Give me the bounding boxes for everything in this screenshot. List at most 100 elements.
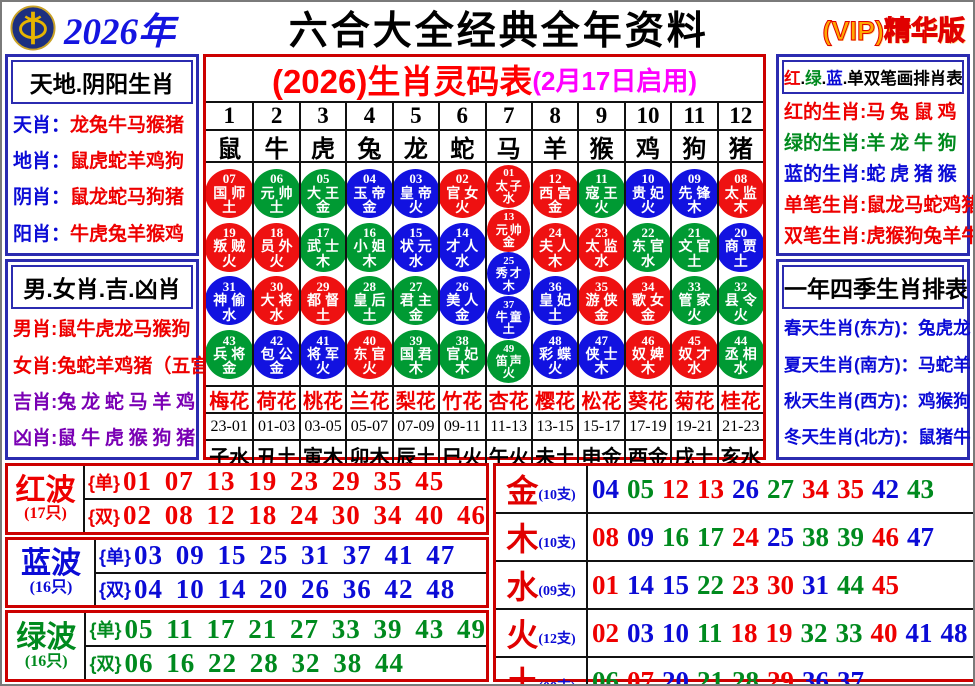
element-number: 18 [730,617,758,648]
element-number: 38 [802,521,829,552]
vip-badge: (VIP)精华版 [822,15,966,46]
number-ball: 20 商贾土 [718,222,763,272]
element-number: 16 [662,521,689,552]
element-number: 44 [837,569,864,600]
element-number: 40 [870,617,898,648]
element-numbers: 08 09 16 17 24 25 38 39 46 47 [588,514,973,560]
category-label: 地肖： [13,151,71,173]
title-part: . [800,70,806,88]
element-number: 25 [767,521,794,552]
parity-label: {双} [89,654,122,675]
number-ball: 29 都督土 [300,276,346,326]
ball-number: 14 [455,225,469,241]
category-row: 女肖:兔蛇羊鸡猪（五宫） [13,351,228,378]
number-ball: 06 元帅土 [254,168,299,218]
number-ball: 38 官妃木 [440,330,485,380]
flower-name: 兰花 [345,387,391,412]
right-panel: 红.绿.蓝.单双笔画排肖表 红的生肖:马 兔 鼠 鸡绿的生肖:羊 龙 牛 狗蓝的… [776,54,973,460]
hour-range: 21-23 [716,414,763,439]
zodiac-animal: 兔 [345,131,391,161]
season-row: 春天生肖(东方)：兔虎龙 [784,315,971,340]
left-panel: 天地.阴阳生肖 天肖：龙兔牛马猴猪 地肖：鼠虎蛇羊鸡狗 阴肖：鼠龙蛇马狗猪 阳肖：牛虎… [5,54,228,460]
ball-column: 12 西宫金 24 夫人木 36 皇妃土 48 彩蝶火 [530,163,578,385]
season-value: 鸡猴狗 [918,390,971,411]
ball-role: 员外 [260,238,297,255]
ball-number: 11 [595,171,608,187]
ball-element: 水 [455,252,470,269]
number-ball: 25 秀才木 [487,252,531,296]
ball-element: 火 [594,198,609,215]
element-number: 20 [662,665,689,686]
column-number: 5 [391,103,438,129]
wave-even-row: {双} 06 16 22 28 32 38 44 [86,645,486,679]
number-ball: 16 小姐木 [347,222,392,272]
flower-name: 松花 [577,387,623,412]
brand-logo-icon [10,5,56,51]
bottom-area: 红波 (17只) {单} 01 07 13 19 23 29 35 45 {双} 02 0… [5,463,973,684]
number-ball: 21 文官土 [672,222,717,272]
number-ball: 07 国师土 [206,168,253,218]
element-number: 33 [835,617,863,648]
ball-role: 秀才 [495,266,524,281]
category-row: 阳肖：牛虎兔羊猴鸡 [13,219,191,246]
ball-number: 42 [270,332,284,348]
number-ball: 26 美人金 [440,276,485,326]
ball-role: 管家 [678,292,715,309]
category-value: 鼠龙蛇马狗猪 [70,187,185,209]
element-name: 水 [506,569,539,605]
wave-numbers: 04 10 14 20 26 36 42 48 [134,573,456,604]
flower-name: 葵花 [623,387,670,412]
ball-number: 08 [734,171,748,187]
parity-label: {单} [89,620,122,641]
title-part: 红 [784,70,801,88]
number-ball: 18 员外火 [254,222,299,272]
zodiac-animal: 龙 [391,131,438,161]
number-ball: 30 大将水 [254,276,299,326]
number-ball: 24 夫人木 [532,222,578,272]
ball-element: 金 [455,306,470,323]
element-name: 金 [506,473,539,509]
hour-range: 13-15 [530,414,577,439]
ball-role: 商贾 [724,238,761,255]
parity-label: {单} [87,472,120,493]
element-number: 03 [627,617,654,648]
number-ball: 35 游侠金 [579,276,624,326]
element-number: 24 [732,521,759,552]
ball-role: 神偷 [213,292,250,309]
ball-element: 金 [269,360,284,377]
season-section: 一年四季生肖排表 春天生肖(东方)：兔虎龙 夏天生肖(南方)：马蛇羊 秋天生肖(西方… [776,258,971,460]
ball-role: 丞相 [724,346,761,363]
ball-element: 水 [222,306,237,323]
ball-number: 31 [222,279,236,294]
sky-earth-rows: 天肖：龙兔牛马猴猪 地肖：鼠虎蛇羊鸡狗 阴肖：鼠龙蛇马狗猪 阳肖：牛虎兔羊猴鸡 [8,105,196,253]
title-part: . [821,70,827,88]
ball-element: 金 [594,306,609,323]
ball-number: 02 [455,171,469,187]
hour-range: 05-07 [345,414,391,439]
ball-element: 火 [362,360,377,377]
season-row: 秋天生肖(西方)：鸡猴狗 [784,388,971,413]
ball-number: 20 [734,225,748,241]
column-number: 10 [623,103,670,129]
header-bar: 2026年 六合大全经典全年资料 (VIP)精华版 [2,2,973,54]
element-count: (10支) [538,488,576,503]
ball-element: 火 [316,360,331,377]
category-value: 兔蛇羊鸡猪（五宫） [57,355,229,377]
flower-name: 荷花 [252,387,298,412]
ball-element: 木 [548,252,563,269]
ball-column: 05 大王金 17 武士木 29 都督土 41 将军火 [298,163,346,385]
column-number: 9 [577,103,623,129]
table-title: (2026)生肖灵码表 [271,63,533,100]
ball-number: 36 [548,279,562,294]
column-number: 1 [223,103,235,128]
flower-name: 梨花 [391,387,438,412]
flower-name: 樱花 [530,387,577,412]
ball-number: 24 [548,225,562,241]
ball-element: 水 [640,252,655,269]
ball-element: 木 [687,198,702,215]
ball-role: 侠士 [585,346,622,363]
number-ball: 47 侠士木 [579,330,624,380]
number-ball: 49 笛声火 [487,340,531,384]
ball-number: 10 [641,171,655,187]
